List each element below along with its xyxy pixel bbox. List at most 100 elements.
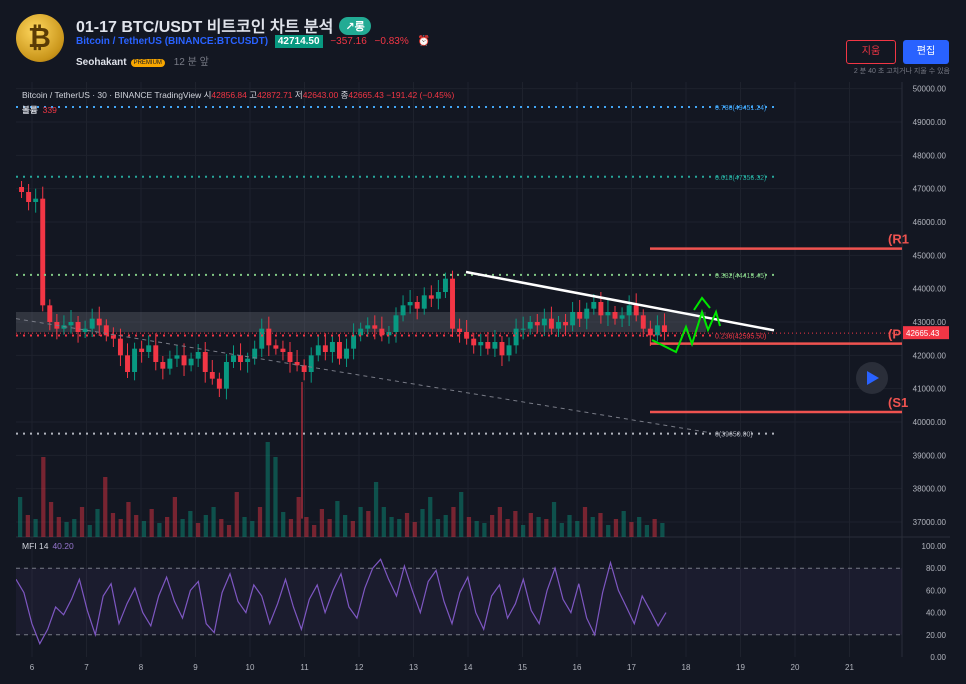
delete-button[interactable]: 지움 bbox=[846, 40, 896, 64]
post-header: ₿ 01-17 BTC/USDT 비트코인 차트 분석 ↗롱 Bitcoin / … bbox=[0, 0, 966, 80]
y-tick-label: 37000.00 bbox=[913, 518, 947, 527]
mfi-name: MFI 14 bbox=[22, 541, 49, 551]
volume-bar bbox=[126, 502, 131, 537]
volume-bar bbox=[559, 523, 564, 537]
candle-body bbox=[231, 355, 236, 362]
volume-bar bbox=[536, 517, 541, 537]
candle-body bbox=[82, 328, 88, 332]
volume-bar bbox=[203, 515, 208, 537]
candle-body bbox=[287, 352, 293, 362]
candle-body bbox=[598, 302, 604, 316]
author-avatar[interactable]: ₿ bbox=[16, 14, 64, 62]
candle-body bbox=[103, 325, 109, 336]
candle-body bbox=[471, 338, 477, 346]
fib-level-label: 0(39650.00) bbox=[715, 432, 753, 439]
candle-body bbox=[117, 338, 123, 356]
volume-bar bbox=[389, 517, 394, 537]
candle-body bbox=[591, 302, 597, 309]
candle-body bbox=[640, 315, 646, 329]
volume-bar bbox=[613, 519, 619, 537]
volume-bar bbox=[637, 517, 642, 537]
candle-body bbox=[329, 342, 335, 352]
candle-body bbox=[365, 325, 371, 329]
candle-body bbox=[216, 378, 222, 389]
diagonal-support-line bbox=[16, 318, 711, 434]
candle-body bbox=[259, 328, 265, 349]
volume-bar bbox=[443, 515, 448, 537]
mfi-legend: MFI 14 40.20 bbox=[22, 541, 74, 551]
volume-bar bbox=[64, 522, 69, 537]
y-tick-label: 40000.00 bbox=[913, 418, 947, 427]
legend-high-label: 고 bbox=[249, 90, 258, 100]
y-tick-label: 41000.00 bbox=[913, 385, 947, 394]
volume-bar bbox=[211, 507, 216, 537]
candle-body bbox=[188, 358, 194, 366]
volume-bar bbox=[103, 477, 108, 537]
play-button[interactable] bbox=[856, 362, 888, 394]
y-tick-label: 48000.00 bbox=[913, 151, 947, 160]
fib-level-label: 0.382(44413.45) bbox=[715, 273, 766, 280]
candle-body bbox=[344, 348, 350, 359]
volume-bar bbox=[428, 497, 433, 537]
projection-path bbox=[651, 308, 721, 354]
candle-body bbox=[252, 348, 258, 359]
long-badge: ↗롱 bbox=[339, 17, 371, 35]
premium-badge: PREMIUM bbox=[130, 59, 165, 67]
edit-window-note: 2 분 40 초 고치거나 지울 수 있음 bbox=[853, 68, 950, 75]
candle-body bbox=[301, 365, 307, 372]
volume-bar bbox=[373, 482, 379, 537]
candle-body bbox=[153, 345, 159, 362]
candle-body bbox=[506, 345, 512, 356]
volume-bar bbox=[404, 513, 410, 537]
volume-label: 볼륨 bbox=[22, 105, 38, 115]
candle-body bbox=[612, 312, 618, 319]
candle-body bbox=[478, 342, 484, 346]
legend-close-label: 종 bbox=[340, 90, 349, 100]
candle-body bbox=[110, 335, 116, 339]
volume-bar bbox=[551, 502, 557, 537]
price-chart[interactable]: 50000.00 49000.00 48000.00 47000.00 46000.00… bbox=[16, 82, 950, 677]
edit-button[interactable]: 편집 bbox=[903, 40, 949, 64]
candle-body bbox=[534, 322, 540, 326]
candle-body bbox=[238, 355, 244, 362]
x-tick-label: 9 bbox=[193, 663, 198, 672]
x-tick-label: 6 bbox=[30, 663, 35, 672]
symbol-exchange[interactable]: (BINANCE:BTCUSDT) bbox=[164, 36, 269, 47]
candle-body bbox=[26, 192, 32, 202]
volume-bar bbox=[304, 517, 309, 537]
x-tick-label: 14 bbox=[464, 663, 473, 672]
candle-body bbox=[202, 352, 208, 372]
idea-title: 01-17 BTC/USDT 비트코인 차트 분석 ↗롱 bbox=[76, 13, 371, 37]
volume-bar bbox=[435, 519, 441, 537]
author-line: Seohakant PREMIUM 12 분 앞 bbox=[76, 53, 209, 68]
play-icon bbox=[867, 371, 879, 385]
volume-bar bbox=[118, 519, 123, 537]
mfi-band bbox=[16, 568, 902, 635]
legend-open-label: 시 bbox=[203, 90, 212, 100]
candle-body bbox=[245, 358, 251, 362]
volume-bar bbox=[466, 517, 472, 537]
title-text: 01-17 BTC/USDT 비트코인 차트 분석 bbox=[76, 19, 334, 36]
mfi-tick-label: 20.00 bbox=[926, 631, 947, 640]
alarm-clock-icon[interactable]: ⏰ bbox=[417, 36, 430, 47]
volume-bar bbox=[513, 511, 518, 537]
candle-body bbox=[75, 322, 81, 332]
legend-change: −191.42 (−0.45%) bbox=[386, 90, 455, 100]
candle-body bbox=[209, 372, 215, 379]
y-tick-label: 47000.00 bbox=[913, 185, 947, 194]
volume-bar bbox=[412, 522, 417, 537]
y-tick-label: 49000.00 bbox=[913, 118, 947, 127]
legend-low-label: 저 bbox=[294, 90, 303, 100]
candle-body bbox=[308, 355, 314, 372]
volume-bar bbox=[497, 507, 503, 537]
symbol-link[interactable]: Bitcoin / TetherUS bbox=[76, 36, 162, 47]
author-name[interactable]: Seohakant bbox=[76, 57, 127, 68]
candle-body bbox=[407, 302, 413, 306]
candle-body bbox=[464, 332, 470, 339]
legend-high: 42872.71 bbox=[257, 90, 293, 100]
candle-body bbox=[146, 345, 152, 352]
chart-legend: Bitcoin / TetherUS · 30 · BINANCE Tradin… bbox=[22, 89, 454, 101]
candle-body bbox=[442, 278, 448, 292]
y-tick-label: 44000.00 bbox=[913, 285, 947, 294]
price-change-pct: −0.83% bbox=[374, 36, 409, 47]
